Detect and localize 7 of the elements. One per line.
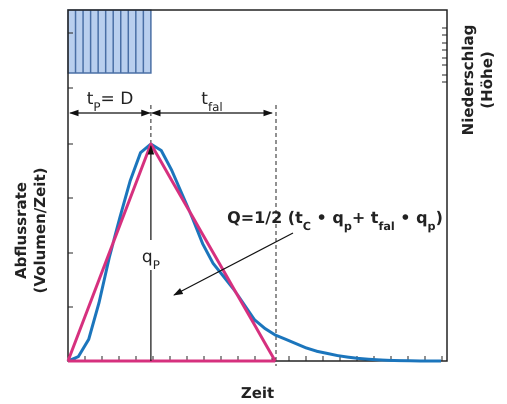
text: t$_{P}$= D xyxy=(86,89,134,114)
text: t$_{fal}$ xyxy=(201,89,223,114)
x-axis-title: Zeit xyxy=(240,384,274,402)
text: Q=1/2 (t$_{C}$ • q$_{p}$+ t$_{fal}$ • q$_{p}$) xyxy=(227,208,443,232)
y-axis-title: Abflussrate (Volumen/Zeit) xyxy=(12,168,49,294)
y2-axis-title: Niederschlag (Höhe) xyxy=(459,24,496,136)
annotation: q$_{P}$ xyxy=(142,247,160,272)
